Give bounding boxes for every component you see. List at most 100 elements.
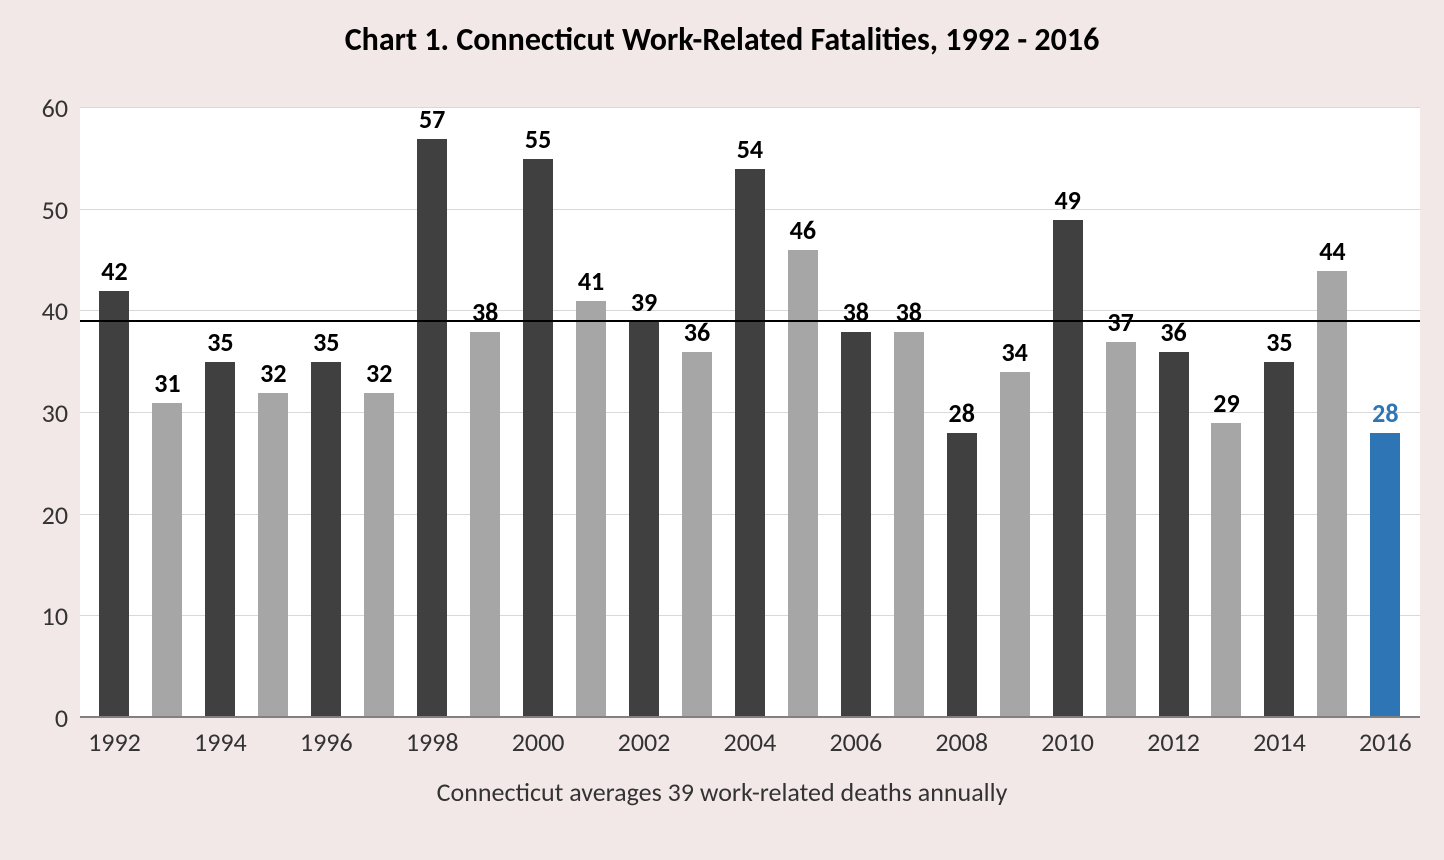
- x-tick-label: 2010: [1041, 726, 1094, 758]
- y-tick-label: 30: [8, 397, 68, 429]
- bar: 28: [947, 433, 977, 718]
- bar-slot: 55: [512, 108, 565, 718]
- bar-value-label: 57: [419, 103, 445, 135]
- x-tick-label: 2002: [618, 726, 671, 758]
- bar-value-label: 38: [472, 296, 498, 328]
- bar-value-label: 42: [101, 255, 127, 287]
- x-tick-label: [882, 726, 935, 758]
- bar-value-label: 35: [207, 326, 233, 358]
- y-tick-label: 60: [8, 92, 68, 124]
- bar: 38: [841, 332, 871, 718]
- x-tick-label: [353, 726, 406, 758]
- bar-value-label: 32: [366, 357, 392, 389]
- x-tick-label: [1306, 726, 1359, 758]
- x-axis-line: [80, 716, 1420, 718]
- bar-value-label: 35: [313, 326, 339, 358]
- bar-slot: 54: [723, 108, 776, 718]
- bar: 36: [682, 352, 712, 718]
- bar-value-label: 39: [631, 286, 657, 318]
- bar-slot: 38: [882, 108, 935, 718]
- bar: 35: [311, 362, 341, 718]
- bar-value-label: 28: [949, 397, 975, 429]
- bar: 38: [470, 332, 500, 718]
- x-tick-label: [247, 726, 300, 758]
- bar-value-label: 44: [1319, 235, 1345, 267]
- bar: 29: [1211, 423, 1241, 718]
- bar-slot: 36: [1147, 108, 1200, 718]
- bar-slot: 38: [829, 108, 882, 718]
- x-tick-label: 1998: [406, 726, 459, 758]
- bar-value-label: 37: [1107, 306, 1133, 338]
- bar-value-label: 38: [843, 296, 869, 328]
- x-tick-label: [1200, 726, 1253, 758]
- bar-slot: 38: [459, 108, 512, 718]
- y-tick-label: 0: [8, 702, 68, 734]
- x-tick-label: 2012: [1147, 726, 1200, 758]
- bar: 41: [576, 301, 606, 718]
- bar: 42: [99, 291, 129, 718]
- x-axis-ticks: 1992 1994 1996 1998 2000 2002 2004 2006 2008 2010…: [80, 726, 1420, 758]
- x-tick-label: [459, 726, 512, 758]
- x-tick-label: 2014: [1253, 726, 1306, 758]
- bar-slot: 57: [406, 108, 459, 718]
- x-tick-label: 1992: [88, 726, 141, 758]
- x-tick-label: [565, 726, 618, 758]
- bar-value-label: 29: [1213, 387, 1239, 419]
- x-tick-label: 1994: [194, 726, 247, 758]
- bar-value-label: 54: [737, 133, 763, 165]
- bar: 57: [417, 139, 447, 719]
- y-tick-label: 20: [8, 499, 68, 531]
- bar-value-label: 31: [154, 367, 180, 399]
- bar: 32: [258, 393, 288, 718]
- bar-value-label: 41: [578, 265, 604, 297]
- bar-slot: 34: [988, 108, 1041, 718]
- x-tick-label: [1094, 726, 1147, 758]
- bar: 54: [735, 169, 765, 718]
- bar: 55: [523, 159, 553, 718]
- bar-slot: 46: [776, 108, 829, 718]
- bar-slot: 41: [565, 108, 618, 718]
- x-tick-label: 2006: [829, 726, 882, 758]
- bar: 28: [1370, 433, 1400, 718]
- bar-value-label: 38: [896, 296, 922, 328]
- bar-slot: 35: [300, 108, 353, 718]
- bar: 37: [1106, 342, 1136, 718]
- bar: 31: [152, 403, 182, 718]
- bar-slot: 29: [1200, 108, 1253, 718]
- bar-slot: 44: [1306, 108, 1359, 718]
- bar-slot: 49: [1041, 108, 1094, 718]
- bar-value-label: 32: [260, 357, 286, 389]
- bar: 49: [1053, 220, 1083, 718]
- bars-group: 4231353235325738554139365446383828344937…: [80, 108, 1420, 718]
- bar: 38: [894, 332, 924, 718]
- bar: 34: [1000, 372, 1030, 718]
- x-tick-label: 1996: [300, 726, 353, 758]
- bar-slot: 28: [935, 108, 988, 718]
- bar: 35: [1264, 362, 1294, 718]
- bar-slot: 35: [194, 108, 247, 718]
- y-tick-label: 50: [8, 194, 68, 226]
- bar-slot: 36: [670, 108, 723, 718]
- bar: 35: [205, 362, 235, 718]
- bar-value-label: 55: [525, 123, 551, 155]
- x-tick-label: [670, 726, 723, 758]
- bar-slot: 28: [1359, 108, 1412, 718]
- bar-slot: 31: [141, 108, 194, 718]
- chart-title: Chart 1. Connecticut Work-Related Fatali…: [0, 20, 1444, 59]
- x-tick-label: [141, 726, 194, 758]
- bar-value-label: 46: [790, 214, 816, 246]
- average-line: [80, 320, 1420, 322]
- y-tick-label: 10: [8, 600, 68, 632]
- bar-slot: 39: [618, 108, 671, 718]
- bar: 39: [629, 322, 659, 719]
- x-tick-label: 2000: [512, 726, 565, 758]
- bar-value-label: 49: [1054, 184, 1080, 216]
- plot-area: 4231353235325738554139365446383828344937…: [80, 108, 1420, 718]
- bar-value-label: 35: [1266, 326, 1292, 358]
- x-tick-label: 2004: [723, 726, 776, 758]
- bar-slot: 42: [88, 108, 141, 718]
- bar-slot: 37: [1094, 108, 1147, 718]
- x-tick-label: [988, 726, 1041, 758]
- bar-value-label: 34: [1001, 336, 1027, 368]
- x-tick-label: 2008: [935, 726, 988, 758]
